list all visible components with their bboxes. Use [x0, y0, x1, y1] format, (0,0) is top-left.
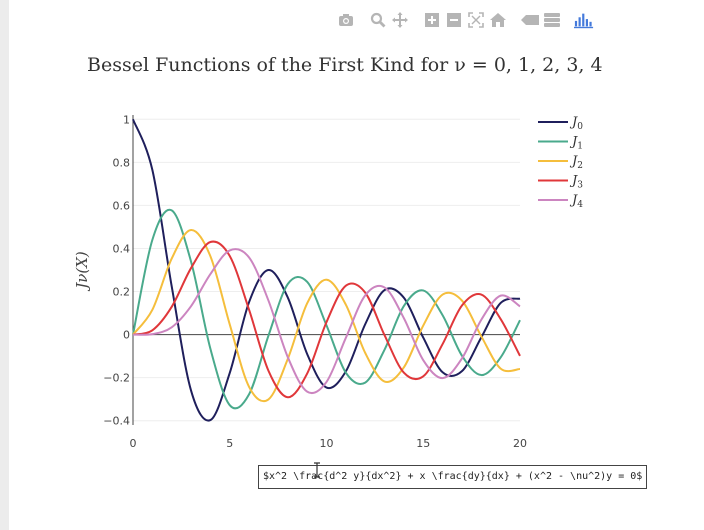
zoom-icon[interactable] [368, 10, 388, 30]
y-tick-label: −0.4 [103, 415, 130, 428]
reset-axes-icon[interactable] [488, 10, 508, 30]
x-tick-label: 0 [130, 437, 137, 450]
legend-label-j2[interactable]: J2 [569, 154, 583, 171]
x-tick-label: 20 [513, 437, 527, 450]
series-line-j3[interactable] [132, 240, 521, 399]
y-tick-label: −0.2 [103, 372, 130, 385]
legend-label-j1[interactable]: J1 [569, 135, 583, 152]
equation-textbox[interactable]: $x^2 \frac{d^2 y}{dx^2} + x \frac{dy}{dx… [258, 465, 648, 489]
text-cursor-icon [314, 462, 320, 478]
zoom-out-icon[interactable] [444, 10, 464, 30]
plotly-logo-icon[interactable] [574, 10, 594, 30]
x-tick-label: 5 [226, 437, 233, 450]
chart-title: Bessel Functions of the First Kind for ν… [87, 54, 603, 76]
legend-label-j4[interactable]: J4 [569, 193, 583, 210]
x-tick-label: 10 [320, 437, 334, 450]
y-tick-label: 0.2 [113, 286, 131, 299]
legend-label-j3[interactable]: J3 [569, 174, 583, 191]
toggle-spike-lines-icon[interactable] [520, 10, 540, 30]
modebar [336, 8, 596, 32]
series-line-j0[interactable] [132, 118, 521, 422]
pan-icon[interactable] [390, 10, 410, 30]
series-line-j4[interactable] [132, 248, 521, 395]
zoom-in-icon[interactable] [422, 10, 442, 30]
legend-label-j0[interactable]: J0 [569, 115, 583, 132]
series-line-j1[interactable] [132, 208, 521, 410]
y-tick-label: 1 [123, 113, 130, 126]
window-left-edge [0, 0, 9, 530]
y-tick-label: 0.4 [113, 242, 131, 255]
x-tick-label: 15 [416, 437, 430, 450]
series-line-j2[interactable] [132, 228, 521, 403]
y-tick-label: 0.8 [113, 156, 131, 169]
hover-compare-icon[interactable] [542, 10, 562, 30]
y-tick-label: 0 [123, 329, 130, 342]
autoscale-icon[interactable] [466, 10, 486, 30]
camera-icon[interactable] [336, 10, 356, 30]
y-tick-label: 0.6 [113, 199, 131, 212]
